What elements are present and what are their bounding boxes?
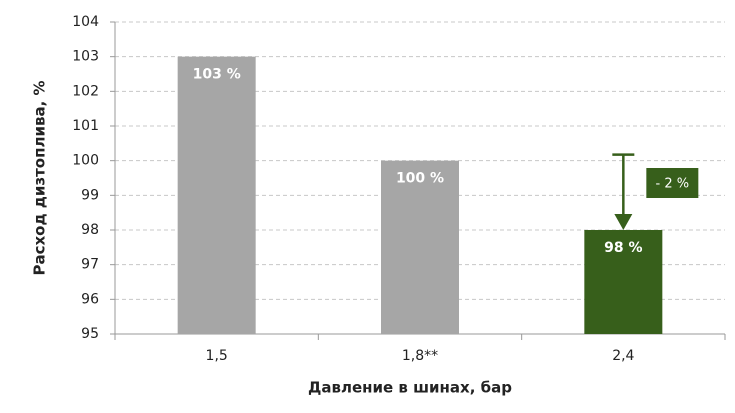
y-axis-title: Расход дизтоплива, %	[31, 80, 49, 275]
y-tick-label: 101	[72, 118, 99, 134]
y-tick-label: 103	[72, 49, 99, 65]
x-tick-label: 2,4	[612, 348, 634, 364]
bar	[381, 160, 459, 334]
value-label: 100 %	[396, 171, 444, 187]
y-tick-label: 97	[81, 257, 99, 273]
y-tick-label: 95	[81, 326, 99, 342]
value-label: 98 %	[604, 240, 642, 256]
annotation: - 2 %	[656, 177, 690, 192]
y-tick-label: 96	[81, 291, 99, 307]
arrow-head	[614, 214, 633, 230]
y-tick-label: 98	[81, 222, 99, 238]
bar	[177, 56, 256, 335]
x-axis-title: Давление в шинах, бар	[308, 379, 512, 397]
bar	[584, 230, 663, 334]
y-tick-label: 102	[72, 83, 99, 99]
y-tick-label: 104	[72, 14, 99, 30]
value-label: 103 %	[193, 67, 241, 83]
y-tick-label: 99	[81, 187, 99, 203]
annotation-box	[646, 168, 699, 198]
y-tick-label: 100	[72, 153, 99, 169]
x-tick-label: 1,5	[206, 348, 228, 364]
x-tick-label: 1,8**	[402, 348, 438, 364]
